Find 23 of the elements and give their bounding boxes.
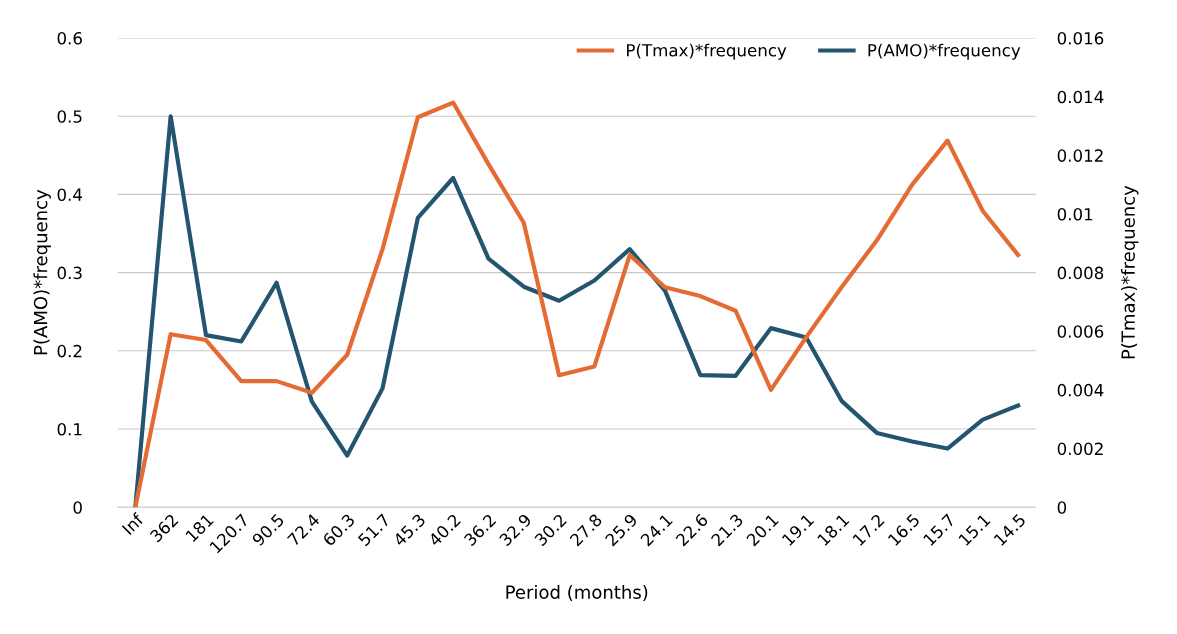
y-axis-title: P(AMO)*frequency — [33, 189, 51, 355]
x-tick-label: Inf — [121, 511, 145, 535]
x-axis-title: Period (months) — [506, 584, 648, 602]
y-tick-label: 0.5 — [57, 110, 82, 123]
y2-tick-label: 0.014 — [1057, 90, 1104, 104]
y2-tick-label: 0.006 — [1057, 325, 1104, 338]
y2-tick-label: 0.012 — [1057, 149, 1103, 162]
y-tick-label: 0.6 — [57, 32, 82, 45]
y2-tick-label: 0.01 — [1057, 207, 1093, 221]
y2-axis-title: P(Tmax)*frequency — [1120, 185, 1139, 359]
y-tick-label: 0.4 — [57, 188, 83, 201]
y2-tick-label: 0 — [1057, 501, 1067, 514]
y-tick-label: 0.2 — [57, 344, 82, 358]
y2-tick-label: 0.002 — [1057, 442, 1103, 456]
y-tick-label: 0.3 — [57, 266, 82, 280]
y-tick-label: 0.1 — [57, 422, 82, 436]
legend-label: P(Tmax)*frequency — [627, 43, 787, 60]
legend-label: P(AMO)*frequency — [868, 43, 1021, 60]
y2-tick-label: 0.008 — [1057, 266, 1104, 280]
y-tick-label: 0 — [73, 501, 82, 514]
y2-tick-label: 0.004 — [1057, 383, 1104, 397]
x-tick-label: 362 — [149, 513, 179, 543]
y2-tick-label: 0.016 — [1057, 32, 1104, 45]
